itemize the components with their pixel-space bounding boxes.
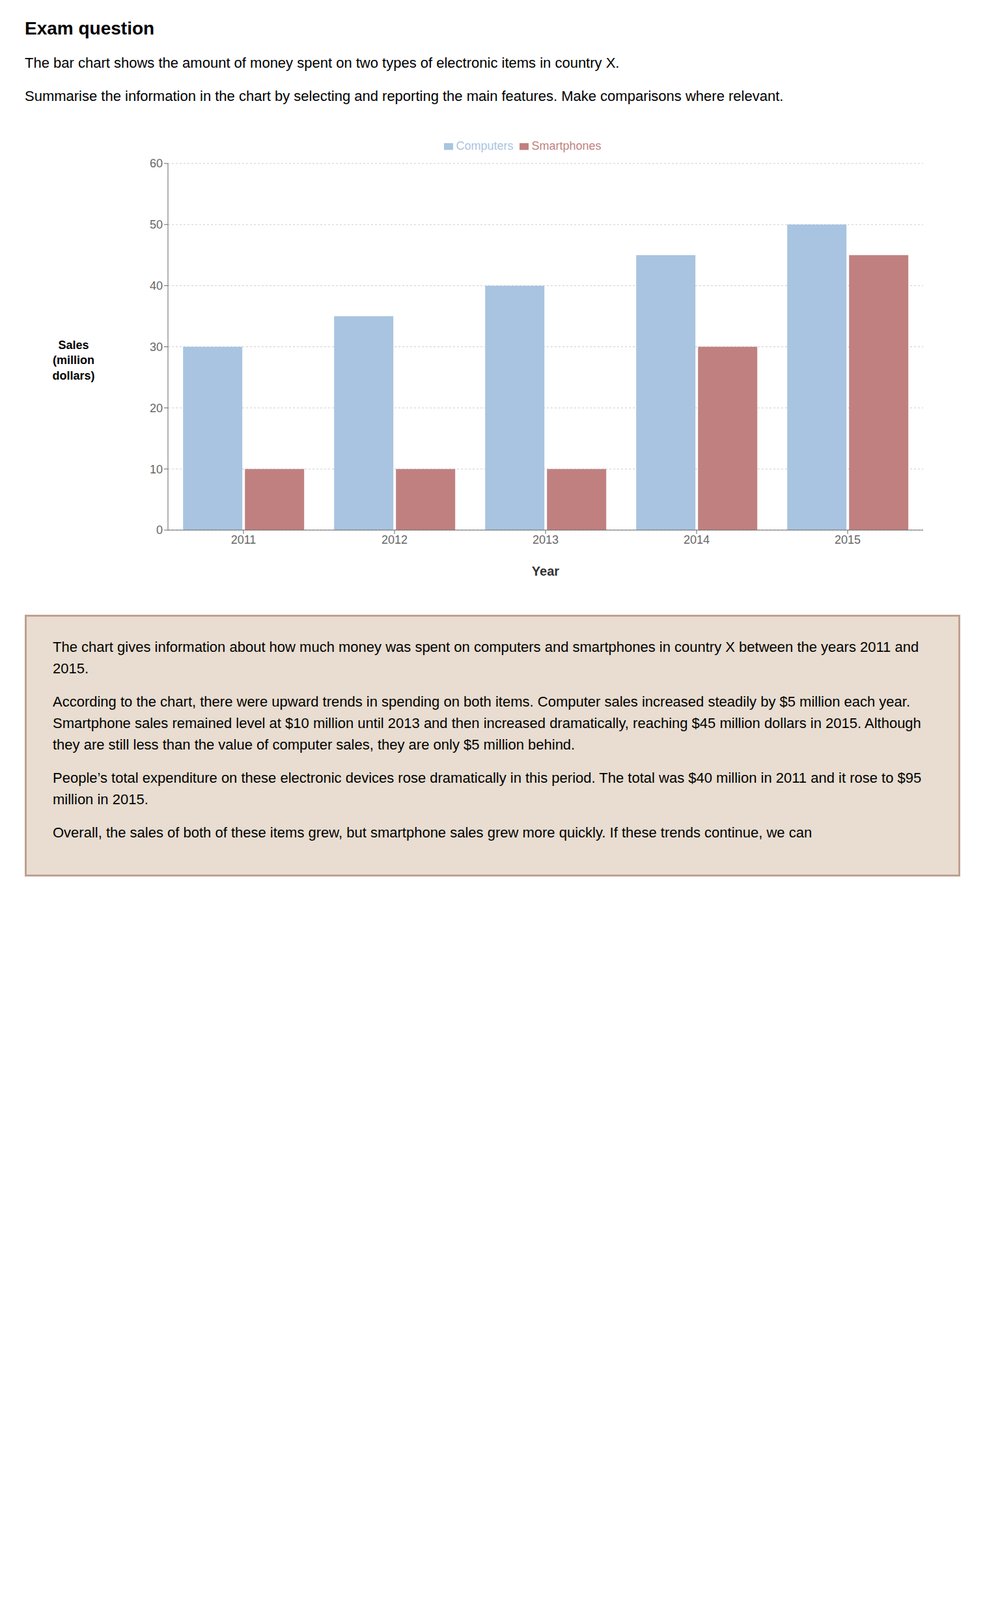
svg-text:20: 20	[149, 401, 163, 415]
svg-text:50: 50	[149, 218, 163, 232]
svg-text:40: 40	[149, 279, 163, 293]
html-text:According to the chart, there: According to the chart, there were upwar…	[52, 693, 922, 753]
svg-text:Year: Year	[531, 563, 560, 579]
html-text:Sales: Sales	[58, 338, 89, 352]
html-text:Overall, the sales of both of: Overall, the sales of both of these item…	[52, 824, 812, 841]
html-text:dollars): dollars)	[52, 368, 95, 382]
svg-text:2011: 2011	[231, 533, 257, 547]
html-text:The bar chart shows the amount: The bar chart shows the amount of money …	[24, 54, 620, 71]
html-text:The chart gives information ab: The chart gives information about how mu…	[52, 638, 919, 677]
svg-text:0: 0	[156, 523, 163, 537]
svg-text:30: 30	[149, 340, 163, 354]
svg-text:2015: 2015	[834, 533, 861, 547]
svg-text:2013: 2013	[532, 533, 559, 547]
svg-text:2014: 2014	[683, 533, 710, 547]
svg-text:2012: 2012	[381, 533, 408, 547]
html-text:Smartphones: Smartphones	[531, 139, 602, 153]
html-text:(million: (million	[52, 353, 95, 367]
html-text:Computers: Computers	[456, 139, 514, 153]
html-text:Summarise the information in t: Summarise the information in the chart b…	[24, 87, 784, 105]
html-text:People’s total expenditure on: People’s total expenditure on these elec…	[52, 769, 922, 808]
html-text:Exam question: Exam question	[24, 18, 155, 39]
svg-text:10: 10	[149, 462, 163, 476]
svg-text:60: 60	[149, 156, 163, 170]
